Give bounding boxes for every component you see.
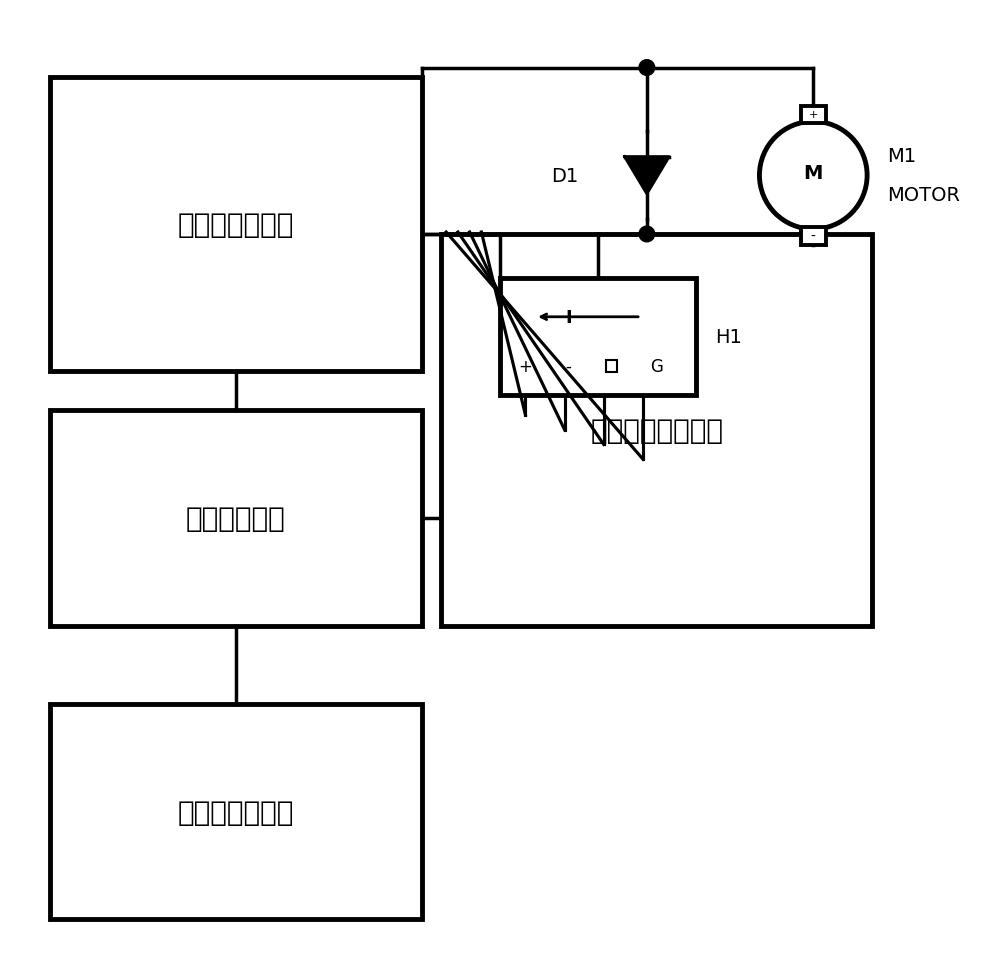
Text: G: G <box>650 358 663 376</box>
Text: MOTOR: MOTOR <box>887 186 960 205</box>
Bar <box>801 107 826 124</box>
Text: +: + <box>809 110 818 119</box>
Bar <box>441 235 872 626</box>
Bar <box>606 361 617 373</box>
Text: D1: D1 <box>551 166 578 186</box>
Text: -: - <box>811 230 816 244</box>
Text: M1: M1 <box>887 147 916 166</box>
Text: M: M <box>804 163 823 183</box>
Text: H1: H1 <box>715 328 742 347</box>
Text: +: + <box>519 358 532 376</box>
Bar <box>50 704 422 919</box>
Circle shape <box>759 122 867 230</box>
Bar <box>801 228 826 245</box>
Text: 给定的送丝速度: 给定的送丝速度 <box>177 798 294 825</box>
Circle shape <box>639 227 655 243</box>
Bar <box>500 279 696 396</box>
Circle shape <box>639 61 655 76</box>
Bar <box>50 411 422 626</box>
Text: 送丝机驱动模块: 送丝机驱动模块 <box>177 211 294 239</box>
Text: I: I <box>565 308 572 327</box>
Text: 时序控制模块: 时序控制模块 <box>186 505 286 532</box>
Text: 电流电压采样模块: 电流电压采样模块 <box>590 417 723 444</box>
Bar <box>50 78 422 372</box>
Polygon shape <box>625 157 669 195</box>
Text: -: - <box>566 358 571 376</box>
